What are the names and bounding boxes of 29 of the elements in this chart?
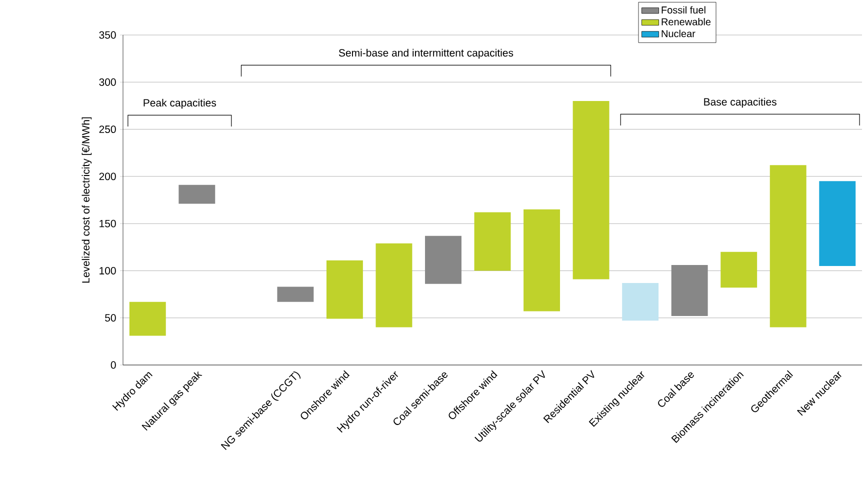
y-tick-label: 50: [105, 314, 116, 322]
bar: [622, 282, 659, 321]
y-tick-label: 350: [99, 31, 116, 39]
bar: [474, 212, 511, 271]
bar: [819, 181, 856, 266]
legend-label: Fossil fuel: [662, 6, 706, 14]
bar: [326, 260, 363, 319]
bar: [770, 165, 806, 328]
bar: [572, 101, 610, 280]
legend-label: Renewable: [662, 18, 711, 26]
y-tick-label: 0: [110, 361, 116, 369]
bar: [376, 243, 412, 328]
bar: [524, 209, 560, 312]
bar: [277, 286, 314, 302]
y-tick-label: 200: [99, 172, 116, 180]
legend-label: Nuclear: [662, 30, 696, 38]
y-tick-label: 300: [99, 78, 116, 86]
annotation: Peak capacities: [144, 98, 216, 109]
bar: [671, 265, 708, 316]
y-axis-title: Levelized cost of electricity [€/MWh]: [82, 117, 92, 283]
y-tick-label: 100: [100, 267, 116, 274]
bar: [129, 302, 166, 336]
bar: [720, 252, 758, 288]
bar: [425, 236, 462, 284]
bar: [178, 184, 216, 204]
y-tick-label: 250: [99, 126, 116, 134]
annotation: Base capacities: [704, 98, 776, 108]
annotation: Semi-base and intermittent capacities: [338, 48, 514, 59]
y-tick-label: 150: [100, 220, 116, 228]
